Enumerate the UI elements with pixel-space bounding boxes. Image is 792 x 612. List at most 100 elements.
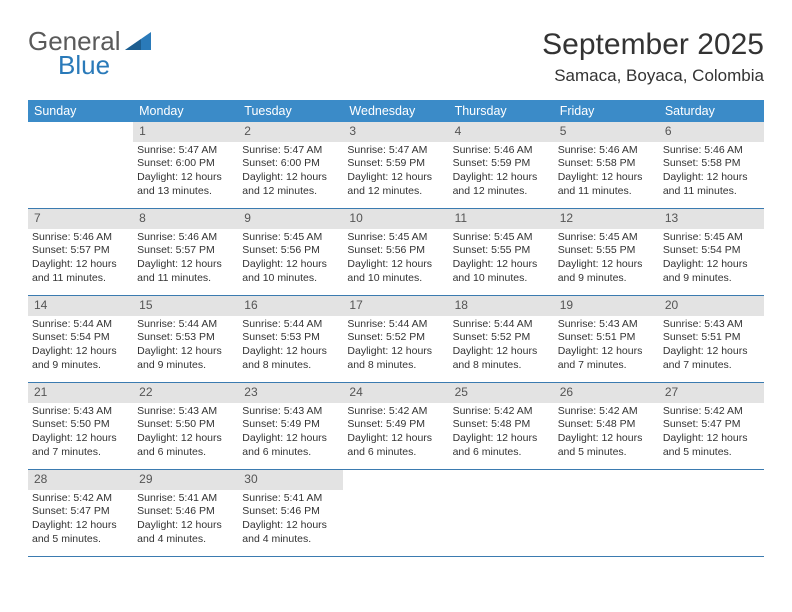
sunset-text: Sunset: 5:55 PM [558, 244, 655, 258]
sunrise-text: Sunrise: 5:43 AM [32, 405, 129, 419]
daylight-text: Daylight: 12 hours and 8 minutes. [347, 345, 444, 372]
sunset-text: Sunset: 5:58 PM [558, 157, 655, 171]
sunset-text: Sunset: 5:59 PM [347, 157, 444, 171]
sunrise-text: Sunrise: 5:43 AM [137, 405, 234, 419]
sunset-text: Sunset: 5:54 PM [32, 331, 129, 345]
week-row: 28Sunrise: 5:42 AMSunset: 5:47 PMDayligh… [28, 470, 764, 557]
day-cell: 5Sunrise: 5:46 AMSunset: 5:58 PMDaylight… [554, 122, 659, 208]
weekday-tuesday: Tuesday [238, 100, 343, 122]
day-body: Sunrise: 5:42 AMSunset: 5:47 PMDaylight:… [28, 490, 133, 551]
day-cell: . [343, 470, 448, 556]
weekday-header-row: Sunday Monday Tuesday Wednesday Thursday… [28, 100, 764, 122]
sunset-text: Sunset: 5:57 PM [32, 244, 129, 258]
sunset-text: Sunset: 5:51 PM [663, 331, 760, 345]
sunset-text: Sunset: 5:54 PM [663, 244, 760, 258]
day-body: Sunrise: 5:46 AMSunset: 5:59 PMDaylight:… [449, 142, 554, 203]
sunset-text: Sunset: 5:58 PM [663, 157, 760, 171]
daylight-text: Daylight: 12 hours and 12 minutes. [347, 171, 444, 198]
day-number: 6 [659, 122, 764, 142]
day-body: Sunrise: 5:45 AMSunset: 5:55 PMDaylight:… [449, 229, 554, 290]
sunset-text: Sunset: 5:53 PM [242, 331, 339, 345]
day-body: Sunrise: 5:44 AMSunset: 5:53 PMDaylight:… [133, 316, 238, 377]
day-cell: 19Sunrise: 5:43 AMSunset: 5:51 PMDayligh… [554, 296, 659, 382]
weeks-container: .1Sunrise: 5:47 AMSunset: 6:00 PMDayligh… [28, 122, 764, 557]
sunrise-text: Sunrise: 5:44 AM [453, 318, 550, 332]
sunrise-text: Sunrise: 5:41 AM [242, 492, 339, 506]
day-body: Sunrise: 5:47 AMSunset: 6:00 PMDaylight:… [238, 142, 343, 203]
sunset-text: Sunset: 5:47 PM [32, 505, 129, 519]
daylight-text: Daylight: 12 hours and 7 minutes. [32, 432, 129, 459]
location-text: Samaca, Boyaca, Colombia [542, 66, 764, 86]
day-cell: . [554, 470, 659, 556]
day-number: 29 [133, 470, 238, 490]
sunrise-text: Sunrise: 5:43 AM [663, 318, 760, 332]
day-number: 7 [28, 209, 133, 229]
daylight-text: Daylight: 12 hours and 5 minutes. [558, 432, 655, 459]
calendar-page: General Blue September 2025 Samaca, Boya… [0, 0, 792, 577]
brand-triangle-icon [125, 32, 151, 56]
sunset-text: Sunset: 5:52 PM [453, 331, 550, 345]
title-block: September 2025 Samaca, Boyaca, Colombia [542, 28, 764, 86]
day-number: 17 [343, 296, 448, 316]
day-cell: 12Sunrise: 5:45 AMSunset: 5:55 PMDayligh… [554, 209, 659, 295]
sunrise-text: Sunrise: 5:41 AM [137, 492, 234, 506]
daylight-text: Daylight: 12 hours and 11 minutes. [663, 171, 760, 198]
weekday-wednesday: Wednesday [343, 100, 448, 122]
day-body: Sunrise: 5:46 AMSunset: 5:57 PMDaylight:… [133, 229, 238, 290]
daylight-text: Daylight: 12 hours and 10 minutes. [347, 258, 444, 285]
daylight-text: Daylight: 12 hours and 9 minutes. [663, 258, 760, 285]
day-body: Sunrise: 5:41 AMSunset: 5:46 PMDaylight:… [238, 490, 343, 551]
daylight-text: Daylight: 12 hours and 7 minutes. [558, 345, 655, 372]
brand-text: General Blue [28, 28, 121, 78]
day-cell: 4Sunrise: 5:46 AMSunset: 5:59 PMDaylight… [449, 122, 554, 208]
day-number: 16 [238, 296, 343, 316]
day-body: Sunrise: 5:46 AMSunset: 5:58 PMDaylight:… [659, 142, 764, 203]
sunrise-text: Sunrise: 5:42 AM [347, 405, 444, 419]
sunset-text: Sunset: 5:49 PM [242, 418, 339, 432]
daylight-text: Daylight: 12 hours and 8 minutes. [453, 345, 550, 372]
day-body: Sunrise: 5:45 AMSunset: 5:56 PMDaylight:… [238, 229, 343, 290]
sunrise-text: Sunrise: 5:45 AM [453, 231, 550, 245]
day-cell: 11Sunrise: 5:45 AMSunset: 5:55 PMDayligh… [449, 209, 554, 295]
day-number: 21 [28, 383, 133, 403]
day-number: 10 [343, 209, 448, 229]
daylight-text: Daylight: 12 hours and 7 minutes. [663, 345, 760, 372]
day-cell: 25Sunrise: 5:42 AMSunset: 5:48 PMDayligh… [449, 383, 554, 469]
day-cell: . [659, 470, 764, 556]
daylight-text: Daylight: 12 hours and 13 minutes. [137, 171, 234, 198]
sunrise-text: Sunrise: 5:44 AM [347, 318, 444, 332]
day-cell: 23Sunrise: 5:43 AMSunset: 5:49 PMDayligh… [238, 383, 343, 469]
sunrise-text: Sunrise: 5:45 AM [558, 231, 655, 245]
daylight-text: Daylight: 12 hours and 6 minutes. [137, 432, 234, 459]
day-cell: 15Sunrise: 5:44 AMSunset: 5:53 PMDayligh… [133, 296, 238, 382]
sunset-text: Sunset: 5:48 PM [453, 418, 550, 432]
day-body: Sunrise: 5:44 AMSunset: 5:54 PMDaylight:… [28, 316, 133, 377]
day-number: 15 [133, 296, 238, 316]
sunrise-text: Sunrise: 5:44 AM [32, 318, 129, 332]
day-cell: 7Sunrise: 5:46 AMSunset: 5:57 PMDaylight… [28, 209, 133, 295]
daylight-text: Daylight: 12 hours and 12 minutes. [453, 171, 550, 198]
daylight-text: Daylight: 12 hours and 8 minutes. [242, 345, 339, 372]
header: General Blue September 2025 Samaca, Boya… [28, 28, 764, 86]
daylight-text: Daylight: 12 hours and 6 minutes. [453, 432, 550, 459]
day-body: Sunrise: 5:44 AMSunset: 5:52 PMDaylight:… [449, 316, 554, 377]
sunset-text: Sunset: 5:46 PM [242, 505, 339, 519]
day-cell: 6Sunrise: 5:46 AMSunset: 5:58 PMDaylight… [659, 122, 764, 208]
daylight-text: Daylight: 12 hours and 11 minutes. [32, 258, 129, 285]
sunset-text: Sunset: 6:00 PM [242, 157, 339, 171]
day-number: 22 [133, 383, 238, 403]
sunset-text: Sunset: 6:00 PM [137, 157, 234, 171]
day-body: Sunrise: 5:43 AMSunset: 5:50 PMDaylight:… [133, 403, 238, 464]
sunrise-text: Sunrise: 5:46 AM [663, 144, 760, 158]
day-body: Sunrise: 5:42 AMSunset: 5:47 PMDaylight:… [659, 403, 764, 464]
sunrise-text: Sunrise: 5:47 AM [137, 144, 234, 158]
sunset-text: Sunset: 5:56 PM [242, 244, 339, 258]
day-number: 2 [238, 122, 343, 142]
sunset-text: Sunset: 5:53 PM [137, 331, 234, 345]
sunset-text: Sunset: 5:48 PM [558, 418, 655, 432]
sunset-text: Sunset: 5:46 PM [137, 505, 234, 519]
day-cell: 13Sunrise: 5:45 AMSunset: 5:54 PMDayligh… [659, 209, 764, 295]
day-cell: 2Sunrise: 5:47 AMSunset: 6:00 PMDaylight… [238, 122, 343, 208]
day-cell: 22Sunrise: 5:43 AMSunset: 5:50 PMDayligh… [133, 383, 238, 469]
day-cell: . [28, 122, 133, 208]
